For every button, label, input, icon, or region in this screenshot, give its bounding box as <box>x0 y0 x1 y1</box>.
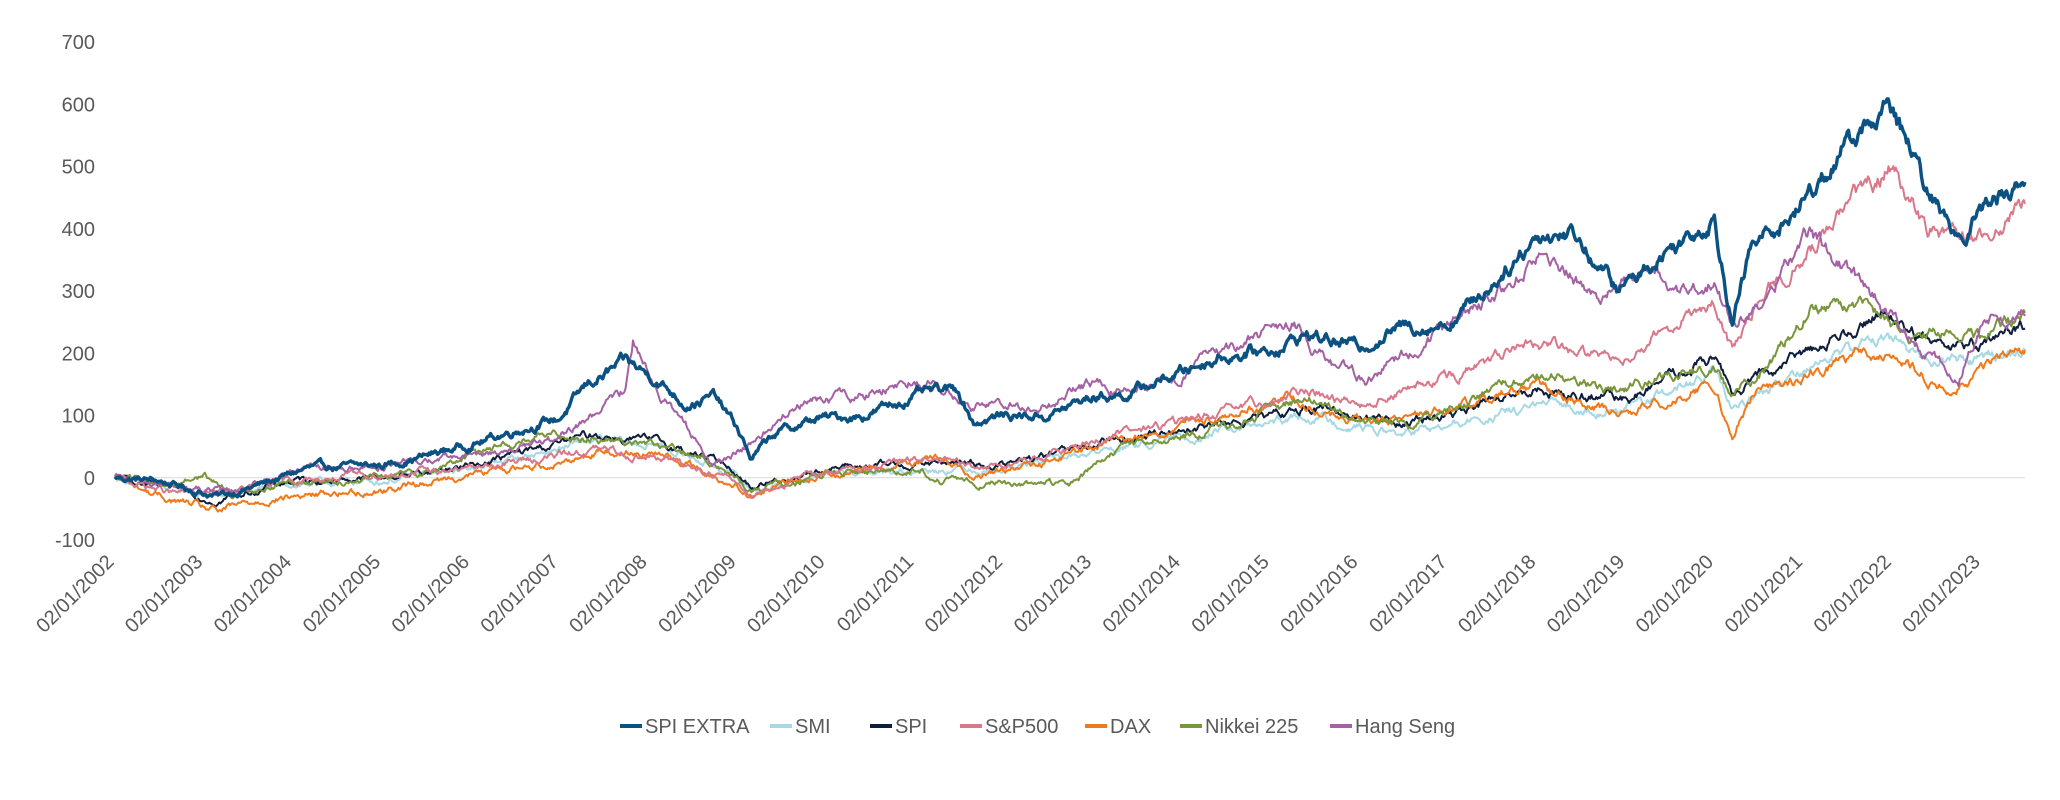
legend: SPI EXTRA SMI SPI S&P500 DAX Nikkei 225 Hang S… <box>620 716 1455 738</box>
x-tick-label: 02/01/2019 <box>1543 551 1629 637</box>
x-tick-label: 02/01/2003 <box>121 551 207 637</box>
series-line-spi-extra <box>113 97 2027 499</box>
legend-label: S&P500 <box>985 716 1058 738</box>
series-line-hang-seng <box>114 226 2026 495</box>
y-tick-label: 200 <box>62 343 95 365</box>
y-tick-label: 500 <box>62 157 95 179</box>
x-tick-label: 02/01/2023 <box>1898 551 1984 637</box>
series-line-s-p500 <box>114 165 2026 499</box>
x-tick-label: 02/01/2015 <box>1187 551 1273 637</box>
x-tick-label: 02/01/2002 <box>32 551 118 637</box>
legend-label: SPI <box>895 716 927 738</box>
x-tick-label: 02/01/2020 <box>1632 551 1718 637</box>
x-tick-label: 02/01/2021 <box>1721 551 1807 637</box>
x-tick-label: 02/01/2018 <box>1454 551 1540 637</box>
series-line-nikkei-225 <box>114 295 2026 500</box>
legend-label: SMI <box>795 716 831 738</box>
x-tick-label: 02/01/2011 <box>833 551 918 636</box>
y-tick-label: 700 <box>62 32 95 54</box>
y-tick-label: 100 <box>62 406 95 428</box>
y-tick-label: 600 <box>62 94 95 116</box>
y-tick-label: 300 <box>62 281 95 303</box>
x-tick-label: 02/01/2004 <box>210 551 296 637</box>
legend-label: Nikkei 225 <box>1205 716 1298 738</box>
y-tick-label: 400 <box>62 219 95 241</box>
x-tick-label: 02/01/2007 <box>476 551 562 637</box>
x-tick-label: 02/01/2012 <box>921 551 1007 637</box>
x-tick-label: 02/01/2009 <box>654 551 740 637</box>
legend-label: Hang Seng <box>1355 716 1455 738</box>
y-tick-label: 0 <box>84 468 95 490</box>
x-tick-label: 02/01/2008 <box>565 551 651 637</box>
series-line-dax <box>114 346 2026 513</box>
x-tick-label: 02/01/2016 <box>1276 551 1362 637</box>
x-tick-label: 02/01/2013 <box>1010 551 1096 637</box>
legend-label: SPI EXTRA <box>645 716 750 738</box>
x-axis: 02/01/2002 02/01/2003 02/01/2004 02/01/2005… <box>32 551 1985 637</box>
x-tick-label: 02/01/2022 <box>1810 551 1896 637</box>
y-tick-label: -100 <box>55 530 95 552</box>
x-tick-label: 02/01/2005 <box>299 551 385 637</box>
x-tick-label: 02/01/2010 <box>743 551 829 637</box>
x-tick-label: 02/01/2014 <box>1099 551 1185 637</box>
x-tick-label: 02/01/2017 <box>1365 551 1451 637</box>
y-axis: -100 0 100 200 300 400 500 600 700 <box>55 32 95 552</box>
x-tick-label: 02/01/2006 <box>388 551 474 637</box>
legend-label: DAX <box>1110 716 1151 738</box>
series-layer <box>113 97 2027 513</box>
